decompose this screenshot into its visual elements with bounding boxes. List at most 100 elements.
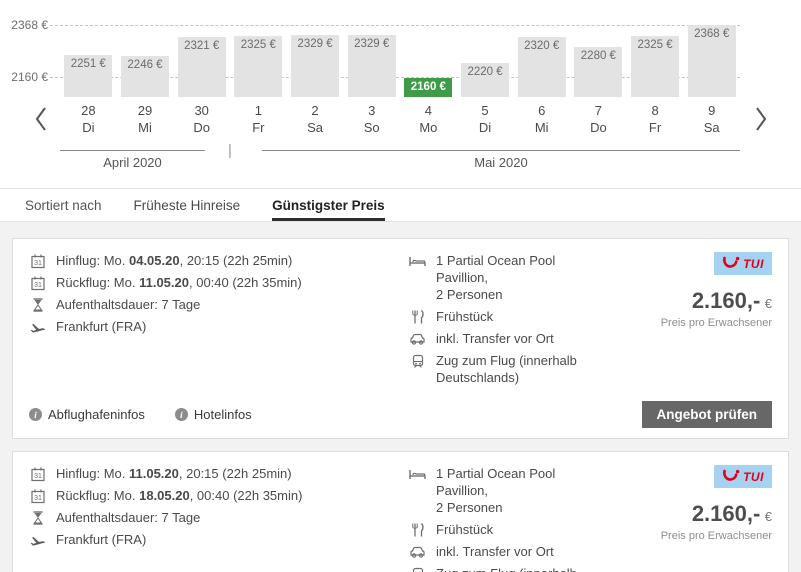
date-cell[interactable]: 8 Fr [648,103,662,135]
price-bar-column[interactable]: 2160 € [400,25,457,97]
cutlery-icon [409,308,426,325]
hotel-info-link[interactable]: i Hotelinfos [174,407,252,422]
y-axis-label-min: 2160 € [11,70,48,84]
svg-text:31: 31 [34,282,42,289]
price-bar[interactable]: 2246 € [121,56,169,97]
price-bar-column[interactable]: 2325 € [627,25,684,97]
month-line-april [60,150,205,151]
transfer-row: inkl. Transfer vor Ort [409,543,592,560]
check-offer-button[interactable]: Angebot prüfen [641,401,772,428]
price-note: Preis pro Erwachsener [660,530,772,542]
room-row: 1 Partial Ocean Pool Pavillion, 2 Persone… [409,252,592,303]
price-bar-column[interactable]: 2320 € [513,25,570,97]
hinflug-row: 31 Hinflug: Mo. 04.05.20, 20:15 (22h 25m… [29,252,409,269]
date-cell[interactable]: 9 Sa [703,103,720,135]
chevron-left-icon[interactable] [30,104,52,134]
date-cell[interactable]: 30 Do [193,103,210,135]
price-bar[interactable]: 2220 € [461,63,510,97]
offer-price: 2.160,- € [691,288,772,313]
price-bar[interactable]: 2280 € [574,47,623,97]
month-separator: | [228,142,232,159]
price-bar-label: 2246 € [127,59,163,71]
offer-list: 31 Hinflug: Mo. 04.05.20, 20:15 (22h 25m… [0,222,801,572]
transfer-row: inkl. Transfer vor Ort [409,330,592,347]
info-links: i Abflughafeninfos i Hotelinfos [29,407,252,422]
price-bar-column[interactable]: 2325 € [230,25,287,97]
svg-text:31: 31 [34,495,42,502]
price-bar-label: 2325 € [240,39,276,51]
month-line-mai [262,150,740,151]
tab-frueheste-hinreise[interactable]: Früheste Hinreise [133,197,241,213]
hinflug-row: 31 Hinflug: Mo. 11.05.20, 20:15 (22h 25m… [29,465,409,482]
price-bar-column[interactable]: 2329 € [287,25,344,97]
chevron-right-icon[interactable] [750,104,772,134]
sort-label: Sortiert nach [25,197,102,213]
date-cell[interactable]: 2 Sa [307,103,323,135]
board-row: Frühstück [409,308,592,325]
date-cell[interactable]: 1 Fr [252,103,265,135]
price-panel: TUI 2.160,- € Preis pro Erwachsener [592,465,772,572]
date-cell[interactable]: 29 Mi [137,103,153,135]
room-row: 1 Partial Ocean Pool Pavillion, 2 Persone… [409,465,592,516]
info-icon: i [174,408,188,421]
duration-row: Aufenthaltsdauer: 7 Tage [29,509,409,526]
price-bar[interactable]: 2329 € [291,35,340,97]
y-axis-label-max: 2368 € [11,18,48,32]
date-cell[interactable]: 7 Do [590,103,607,135]
date-cell[interactable]: 5 Di [478,103,492,135]
price-bar-label: 2251 € [70,58,106,70]
price-bar[interactable]: 2368 € [687,25,736,97]
price-bar-column[interactable]: 2251 € [60,25,117,97]
date-cell[interactable]: 4 Mo [419,103,438,135]
flight-details: 31 Hinflug: Mo. 04.05.20, 20:15 (22h 25m… [29,252,409,391]
price-bar[interactable]: 2321 € [177,37,226,97]
date-cell[interactable]: 6 Mi [534,103,549,135]
price-calendar-chart: 2368 € 2160 € 2251 € 2246 € 2321 € 2325 € 23… [0,0,801,188]
price-bar-label: 2320 € [524,40,560,52]
date-cell[interactable]: 28 Di [81,103,96,135]
price-bar-column[interactable]: 2368 € [683,25,740,97]
tui-logo: TUI [714,465,772,488]
bed-icon [409,465,426,516]
price-bar[interactable]: 2325 € [234,36,283,97]
gridline-max [50,25,740,26]
price-bar-column[interactable]: 2246 € [117,25,174,97]
price-bar-label: 2368 € [694,28,730,40]
plane-icon [29,318,46,335]
month-label-april: April 2020 [103,155,162,170]
calendar-icon: 31 [29,465,46,482]
price-bar-selected[interactable]: 2160 € [404,78,453,97]
price-bar-column[interactable]: 2280 € [570,25,627,97]
board-row: Frühstück [409,521,592,538]
car-icon [409,543,426,560]
price-bar-label: 2220 € [467,66,503,78]
airport-info-link[interactable]: i Abflughafeninfos [29,407,145,422]
tab-guenstigster-preis[interactable]: Günstigster Preis [272,189,385,221]
car-icon [409,330,426,347]
plane-icon [29,531,46,548]
price-bar-column[interactable]: 2321 € [173,25,230,97]
price-bar[interactable]: 2320 € [517,37,566,97]
price-bar-label: 2329 € [297,38,333,50]
price-bar[interactable]: 2251 € [64,55,113,97]
price-panel: TUI 2.160,- € Preis pro Erwachsener [592,252,772,391]
price-bar-label: 2321 € [184,40,220,52]
month-label-mai: Mai 2020 [474,155,528,170]
price-note: Preis pro Erwachsener [660,317,772,329]
chart-dates: 28 Di 29 Mi 30 Do 1 Fr 2 Sa 3 So 4 Mo 5 Di 6 Mi 7 Do 8 Fr 9 Sa [60,103,740,135]
offer-price: 2.160,- € [691,501,772,526]
calendar-icon: 31 [29,252,46,269]
price-bar-column[interactable]: 2220 € [457,25,514,97]
price-bar[interactable]: 2329 € [347,35,396,97]
duration-row: Aufenthaltsdauer: 7 Tage [29,296,409,313]
chart-plot: 2251 € 2246 € 2321 € 2325 € 2329 € 2329 € 2160… [60,25,740,97]
price-bar-column[interactable]: 2329 € [343,25,400,97]
date-cell[interactable]: 3 So [363,103,380,135]
price-bar[interactable]: 2325 € [631,36,680,97]
svg-text:31: 31 [34,473,42,480]
flight-details: 31 Hinflug: Mo. 11.05.20, 20:15 (22h 25m… [29,465,409,572]
svg-text:31: 31 [34,260,42,267]
rueckflug-row: 31 Rückflug: Mo. 18.05.20, 00:40 (22h 35… [29,487,409,504]
